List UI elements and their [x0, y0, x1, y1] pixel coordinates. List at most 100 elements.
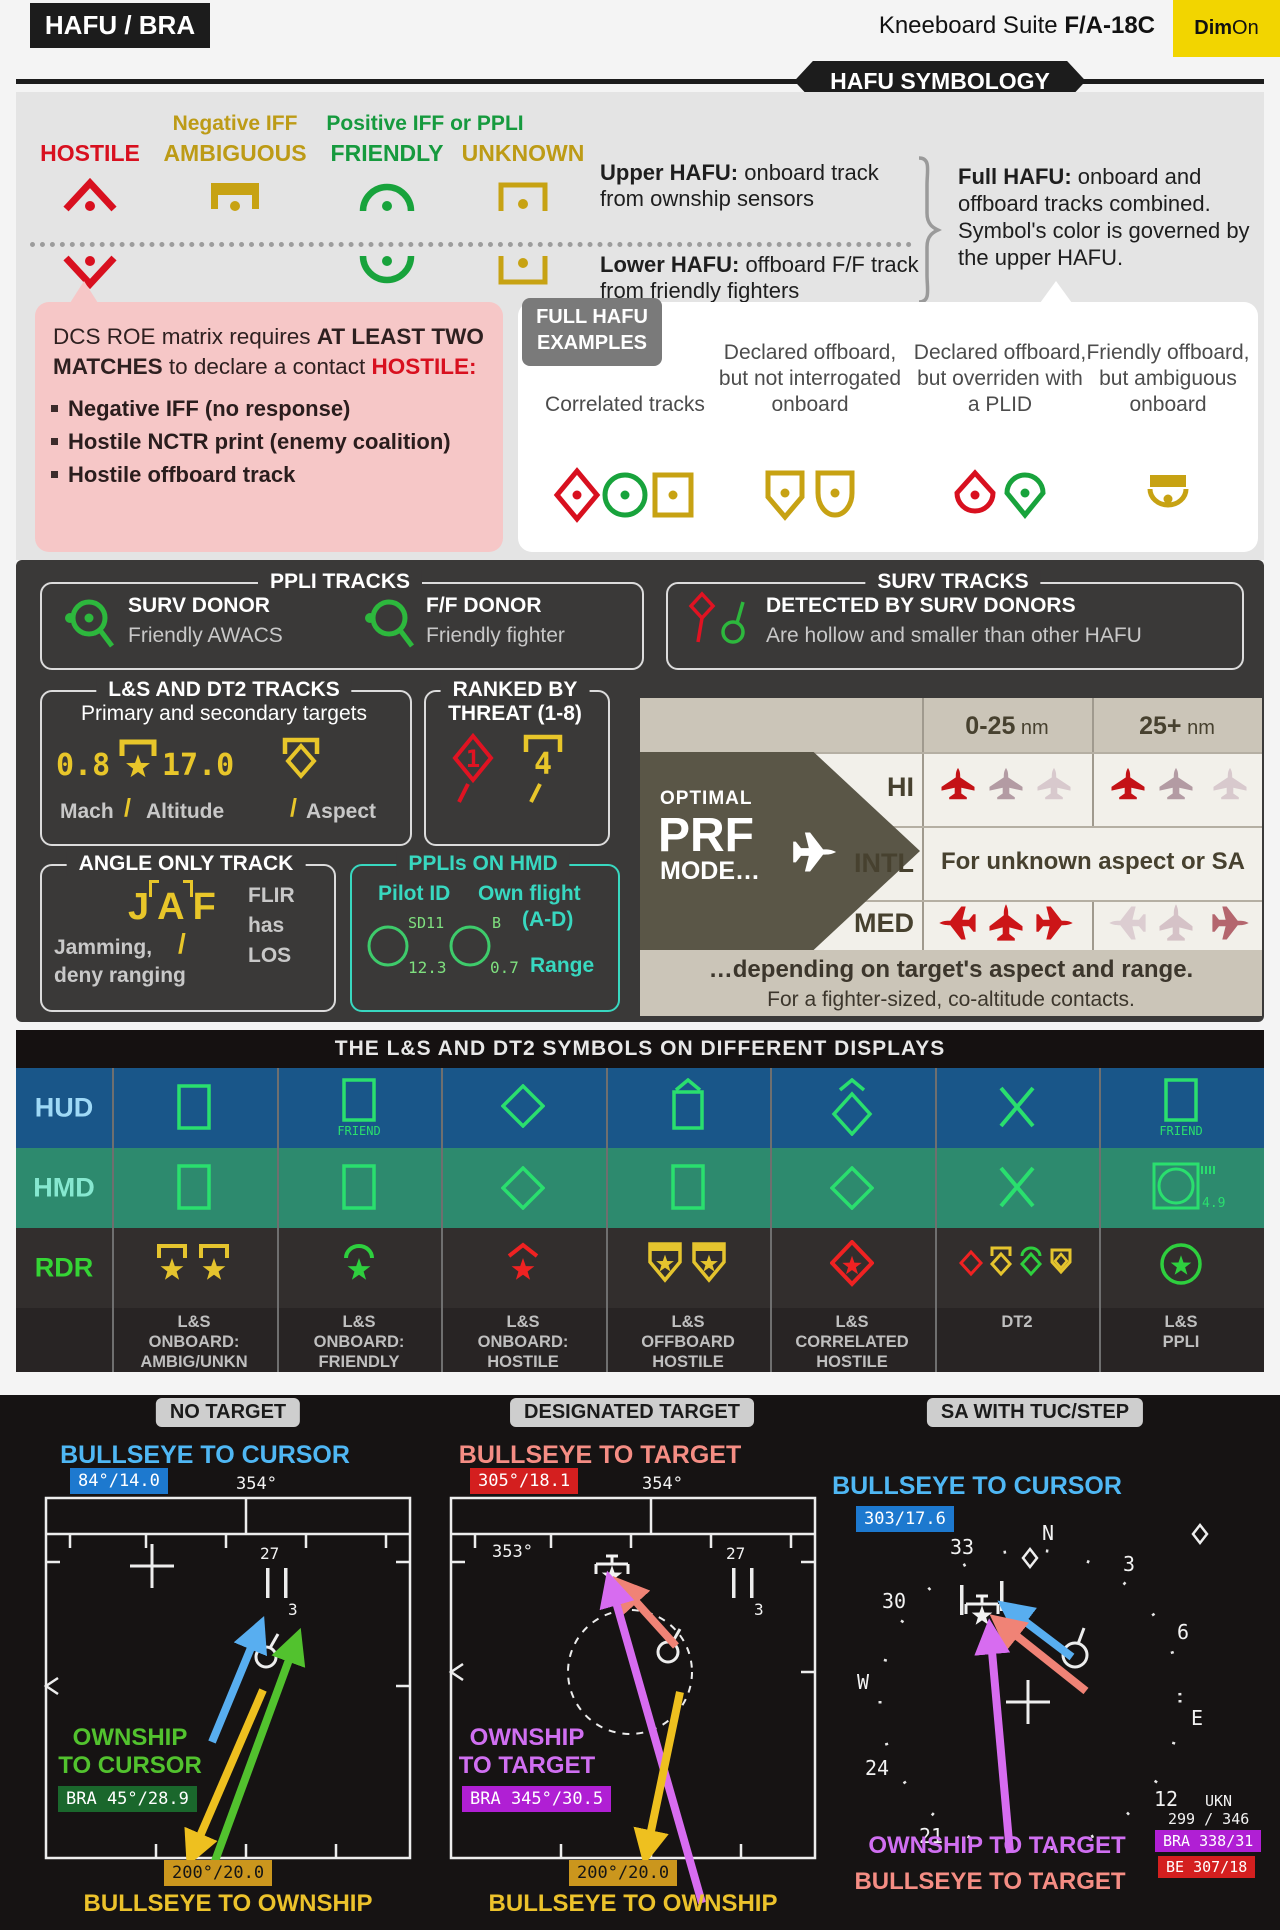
hud-diamond-hat-icon — [831, 1078, 873, 1136]
p1-bullseye-ownship-readout: 200°/20.0 — [164, 1860, 273, 1886]
p2-title: BULLSEYE TO TARGET — [458, 1441, 742, 1469]
rdr-ls-friendly-icon — [344, 1244, 374, 1280]
footer-line: HOSTILE — [816, 1353, 888, 1372]
prf-grid-h2 — [640, 826, 1262, 828]
flir-caption-3: LOS — [248, 944, 292, 967]
pilot-code: SD11 — [408, 914, 445, 932]
footer-line: CORRELATED — [795, 1333, 909, 1352]
roe-bullet-3-text: Hostile offboard track — [68, 462, 296, 487]
roe-bullet-2-text: Hostile NCTR print (enemy coalition) — [68, 429, 451, 454]
prf-col-near-bold: 0-25 — [965, 712, 1016, 740]
examples-tag: FULL HAFU EXAMPLES — [522, 298, 662, 366]
neg-iff-label: Negative IFF — [172, 112, 298, 135]
prf-grid-v1 — [922, 698, 924, 950]
footer-line: ONBOARD: — [313, 1333, 405, 1352]
correlated-hostile-icon — [553, 467, 601, 523]
footer-line: L&S — [506, 1313, 540, 1331]
rdr-row-label: RDR — [34, 1252, 94, 1283]
p1-ownship-cursor-2: TO CURSOR — [58, 1752, 202, 1779]
roe-bullet-3: Hostile offboard track — [49, 458, 489, 491]
jet-beam-faded-icon — [1159, 904, 1193, 941]
p3-bullseye-cursor-readout: 303/17.6 — [856, 1506, 954, 1532]
ls-dt2-title: L&S AND DT2 TRACKS — [96, 678, 352, 702]
p3-be-readout: BE 307/18 — [1158, 1856, 1256, 1878]
rdr-ls-hostile-icon — [507, 1242, 539, 1280]
rdr-dt2-friendly-icon — [1019, 1246, 1043, 1277]
hafu-lower-friendly-icon — [359, 255, 415, 284]
letter-j: J — [128, 886, 150, 928]
footer-line: L&S — [835, 1313, 869, 1331]
friendly-label: FRIENDLY — [330, 140, 444, 166]
ls-dt2-sub: Primary and secondary targets — [81, 702, 367, 725]
hud-friend-label: FRIEND — [337, 1124, 381, 1138]
p2-contact-alt-bottom: 3 — [754, 1600, 764, 1619]
examples-col1-label: Correlated tracks — [545, 393, 705, 416]
sa-tuc-tag: SA WITH TUC/STEP — [926, 1398, 1144, 1427]
upper-hafu-caption: Upper HAFU: onboard track from ownship s… — [600, 160, 920, 212]
lower-hafu-caption: Lower HAFU: offboard F/F track from frie… — [600, 252, 920, 304]
roe-hostile-word: HOSTILE: — [371, 354, 477, 379]
surv-donor-label: SURV DONOR — [128, 594, 270, 617]
hud-x-icon — [999, 1086, 1035, 1128]
displays-table-header: THE L&S AND DT2 SYMBOLS ON DIFFERENT DIS… — [16, 1030, 1264, 1068]
offboard-round-icon — [815, 470, 855, 518]
roe-bullet-1-text: Negative IFF (no response) — [68, 396, 351, 421]
footer-line: HOSTILE — [652, 1353, 724, 1372]
flight-code: B — [492, 914, 502, 932]
ls-star-icon — [119, 739, 157, 778]
upper-hafu-text: onboard track from ownship sensors — [600, 160, 879, 211]
section-rule — [16, 79, 1264, 84]
ppli-tracks-title: PPLI TRACKS — [257, 570, 423, 594]
rdr-dt2-unknown-icon — [989, 1246, 1013, 1277]
jet-hot-faded-icon — [1037, 767, 1071, 800]
flir-caption-1: FLIR — [248, 884, 295, 907]
ff-donor-icon — [365, 599, 414, 648]
examples-tag-line2: EXAMPLES — [536, 332, 648, 354]
surv-tracks-title: SURV TRACKS — [865, 570, 1041, 594]
hmd-diamond-icon — [501, 1166, 545, 1210]
altitude-value: 17.0 — [162, 748, 235, 783]
dim-toggle-button[interactable]: DimOn — [1173, 0, 1280, 57]
roe-lead-2: to declare a contact — [162, 354, 372, 379]
upper-hafu-bold: Upper HAFU: — [600, 160, 739, 185]
jet-hot-gray-icon — [1159, 767, 1193, 800]
prf-footer-2: For a fighter-sized, co-altitude contact… — [767, 988, 1135, 1011]
own-flight-label: Own flight — [478, 882, 581, 905]
surv-track-hostile-icon — [688, 591, 716, 643]
correlated-unknown-icon — [652, 472, 694, 518]
flir-caption-2: has — [248, 914, 285, 937]
brace-icon — [918, 156, 942, 304]
compass-6: 6 — [1176, 1620, 1190, 1644]
threat-rank1-icon: 1 — [452, 732, 494, 803]
p1-contact-alt-bottom: 3 — [288, 1600, 298, 1619]
hafu-upper-friendly-icon — [359, 183, 415, 212]
hmd-box-icon — [671, 1164, 705, 1210]
suite-label: Kneeboard Suite F/A-18C — [879, 12, 1155, 40]
hmd-lock-box-icon — [1152, 1162, 1215, 1210]
letter-a-bracket: A — [149, 880, 194, 929]
jet-beam-red-icon — [989, 904, 1023, 941]
upper-lower-divider — [30, 242, 912, 247]
p3-ukn-label: UKN — [1205, 1792, 1233, 1810]
col-sep — [770, 1068, 772, 1372]
footer-line: PPLI — [1162, 1333, 1200, 1352]
prf-header-band — [640, 698, 1262, 752]
dt2-aspect-icon — [282, 737, 320, 780]
threat-title-2: THREAT (1-8) — [448, 702, 582, 725]
col-sep — [606, 1068, 608, 1372]
roe-lead: DCS ROE matrix requires AT LEAST TWO MAT… — [53, 322, 485, 382]
full-hafu-text: onboard and offboard tracks combined. Sy… — [958, 164, 1250, 270]
footer-line: OFFBOARD — [641, 1333, 735, 1352]
surv-track-friendly-icon — [721, 601, 745, 644]
displays-footer-row — [16, 1308, 1264, 1372]
hud-friend-label: FRIEND — [1159, 1124, 1203, 1138]
no-target-tag: NO TARGET — [155, 1398, 301, 1427]
examples-col3-label: Declared offboard, but overriden with a … — [913, 341, 1087, 416]
hostile-label: HOSTILE — [40, 140, 140, 166]
hud-box-hat-icon — [672, 1078, 704, 1130]
svg-text:4: 4 — [534, 747, 552, 782]
surv-tracks-head: DETECTED BY SURV DONORS — [766, 594, 1076, 617]
footer-col1: L&S ONBOARD: AMBIG/UNKN — [140, 1312, 247, 1372]
